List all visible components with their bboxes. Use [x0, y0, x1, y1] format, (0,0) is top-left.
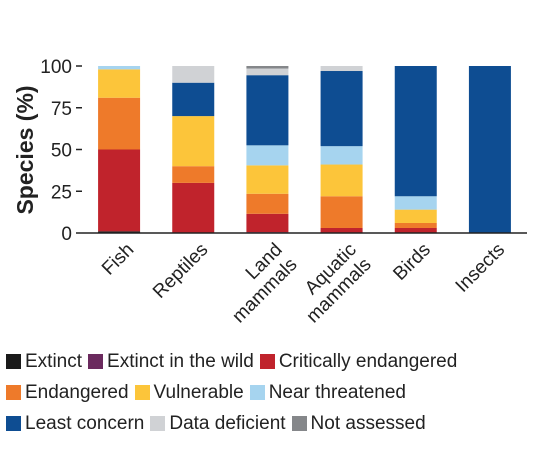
- legend-item: Endangered: [6, 382, 129, 404]
- legend-label: Least concern: [25, 412, 145, 434]
- legend-item: Extinct in the wild: [88, 351, 254, 373]
- bar-segment: [394, 222, 437, 228]
- legend-item: Near threatened: [249, 381, 407, 404]
- bar-segment: [320, 227, 363, 233]
- y-tick-label: 25: [51, 182, 72, 203]
- bar-segment: [246, 213, 289, 233]
- bar-segment: [98, 97, 141, 150]
- legend-row: Endangered Vulnerable Near threatened: [6, 377, 531, 408]
- bar-segment: [246, 68, 289, 76]
- legend-swatch: [6, 354, 21, 369]
- bar-segment: [320, 164, 363, 197]
- legend-label: Extinct in the wild: [107, 350, 254, 372]
- legend-label: Not assessed: [310, 412, 426, 434]
- bar-segment: [172, 66, 215, 83]
- bar-segment: [246, 66, 289, 69]
- bar-segment: [394, 196, 437, 210]
- bar-segment: [172, 82, 215, 117]
- legend-label: Data deficient: [169, 412, 286, 434]
- y-tick-label: 50: [51, 141, 72, 162]
- legend-label: Extinct: [25, 350, 83, 372]
- bar-segment: [98, 66, 141, 70]
- legend-swatch: [291, 416, 307, 431]
- bar-segment: [320, 146, 363, 165]
- legend-swatch: [88, 354, 104, 369]
- legend-item: Not assessed: [291, 412, 426, 435]
- legend-swatch: [6, 416, 21, 431]
- x-tick-label: Fish: [98, 239, 138, 279]
- legend-item: Least concern: [6, 413, 144, 435]
- y-tick-label: 100: [40, 57, 72, 78]
- bar-segment: [246, 165, 289, 194]
- bar-segment: [246, 145, 289, 166]
- y-tick-label: 0: [61, 224, 72, 245]
- legend-label: Endangered: [25, 381, 129, 403]
- bars: [98, 66, 511, 233]
- bar-segment: [172, 182, 215, 233]
- legend-swatch: [134, 385, 150, 400]
- x-tick-label: Birds: [389, 239, 434, 284]
- legend-label: Critically endangered: [278, 350, 458, 372]
- bar-segment: [98, 231, 141, 233]
- legend-swatch: [259, 354, 275, 369]
- legend-item: Extinct: [6, 351, 82, 373]
- bar-segment: [320, 196, 363, 228]
- legend-swatch: [150, 416, 166, 431]
- legend: Extinct Extinct in the wild Critically end…: [6, 346, 531, 439]
- legend-row: Extinct Extinct in the wild Critically end…: [6, 346, 531, 377]
- x-tick-label: Insects: [452, 239, 509, 296]
- y-tick-label: 75: [51, 99, 72, 120]
- legend-swatch: [249, 385, 265, 400]
- bar-segment: [98, 69, 141, 98]
- bar-segment: [246, 193, 289, 214]
- legend-item: Data deficient: [150, 412, 286, 435]
- bar-segment: [320, 66, 363, 72]
- legend-swatch: [6, 385, 21, 400]
- bar-segment: [394, 209, 437, 223]
- bar-segment: [172, 166, 215, 183]
- bar-segment: [394, 227, 437, 233]
- bar-segment: [172, 116, 215, 167]
- bar-segment: [468, 66, 511, 233]
- y-axis-title: Species (%): [12, 85, 38, 214]
- legend-label: Vulnerable: [153, 381, 244, 403]
- legend-item: Vulnerable: [134, 381, 244, 404]
- legend-row: Least concern Data deficient Not assessed: [6, 408, 531, 439]
- x-tick-label: Reptiles: [149, 239, 212, 302]
- legend-label: Near threatened: [268, 381, 407, 403]
- bar-segment: [320, 71, 363, 147]
- bar-segment: [98, 149, 141, 232]
- bar-segment: [246, 75, 289, 146]
- y-axis-ticks: 0 25 50 75 100: [40, 57, 82, 245]
- bar-segment: [394, 66, 437, 197]
- legend-item: Critically endangered: [259, 350, 458, 373]
